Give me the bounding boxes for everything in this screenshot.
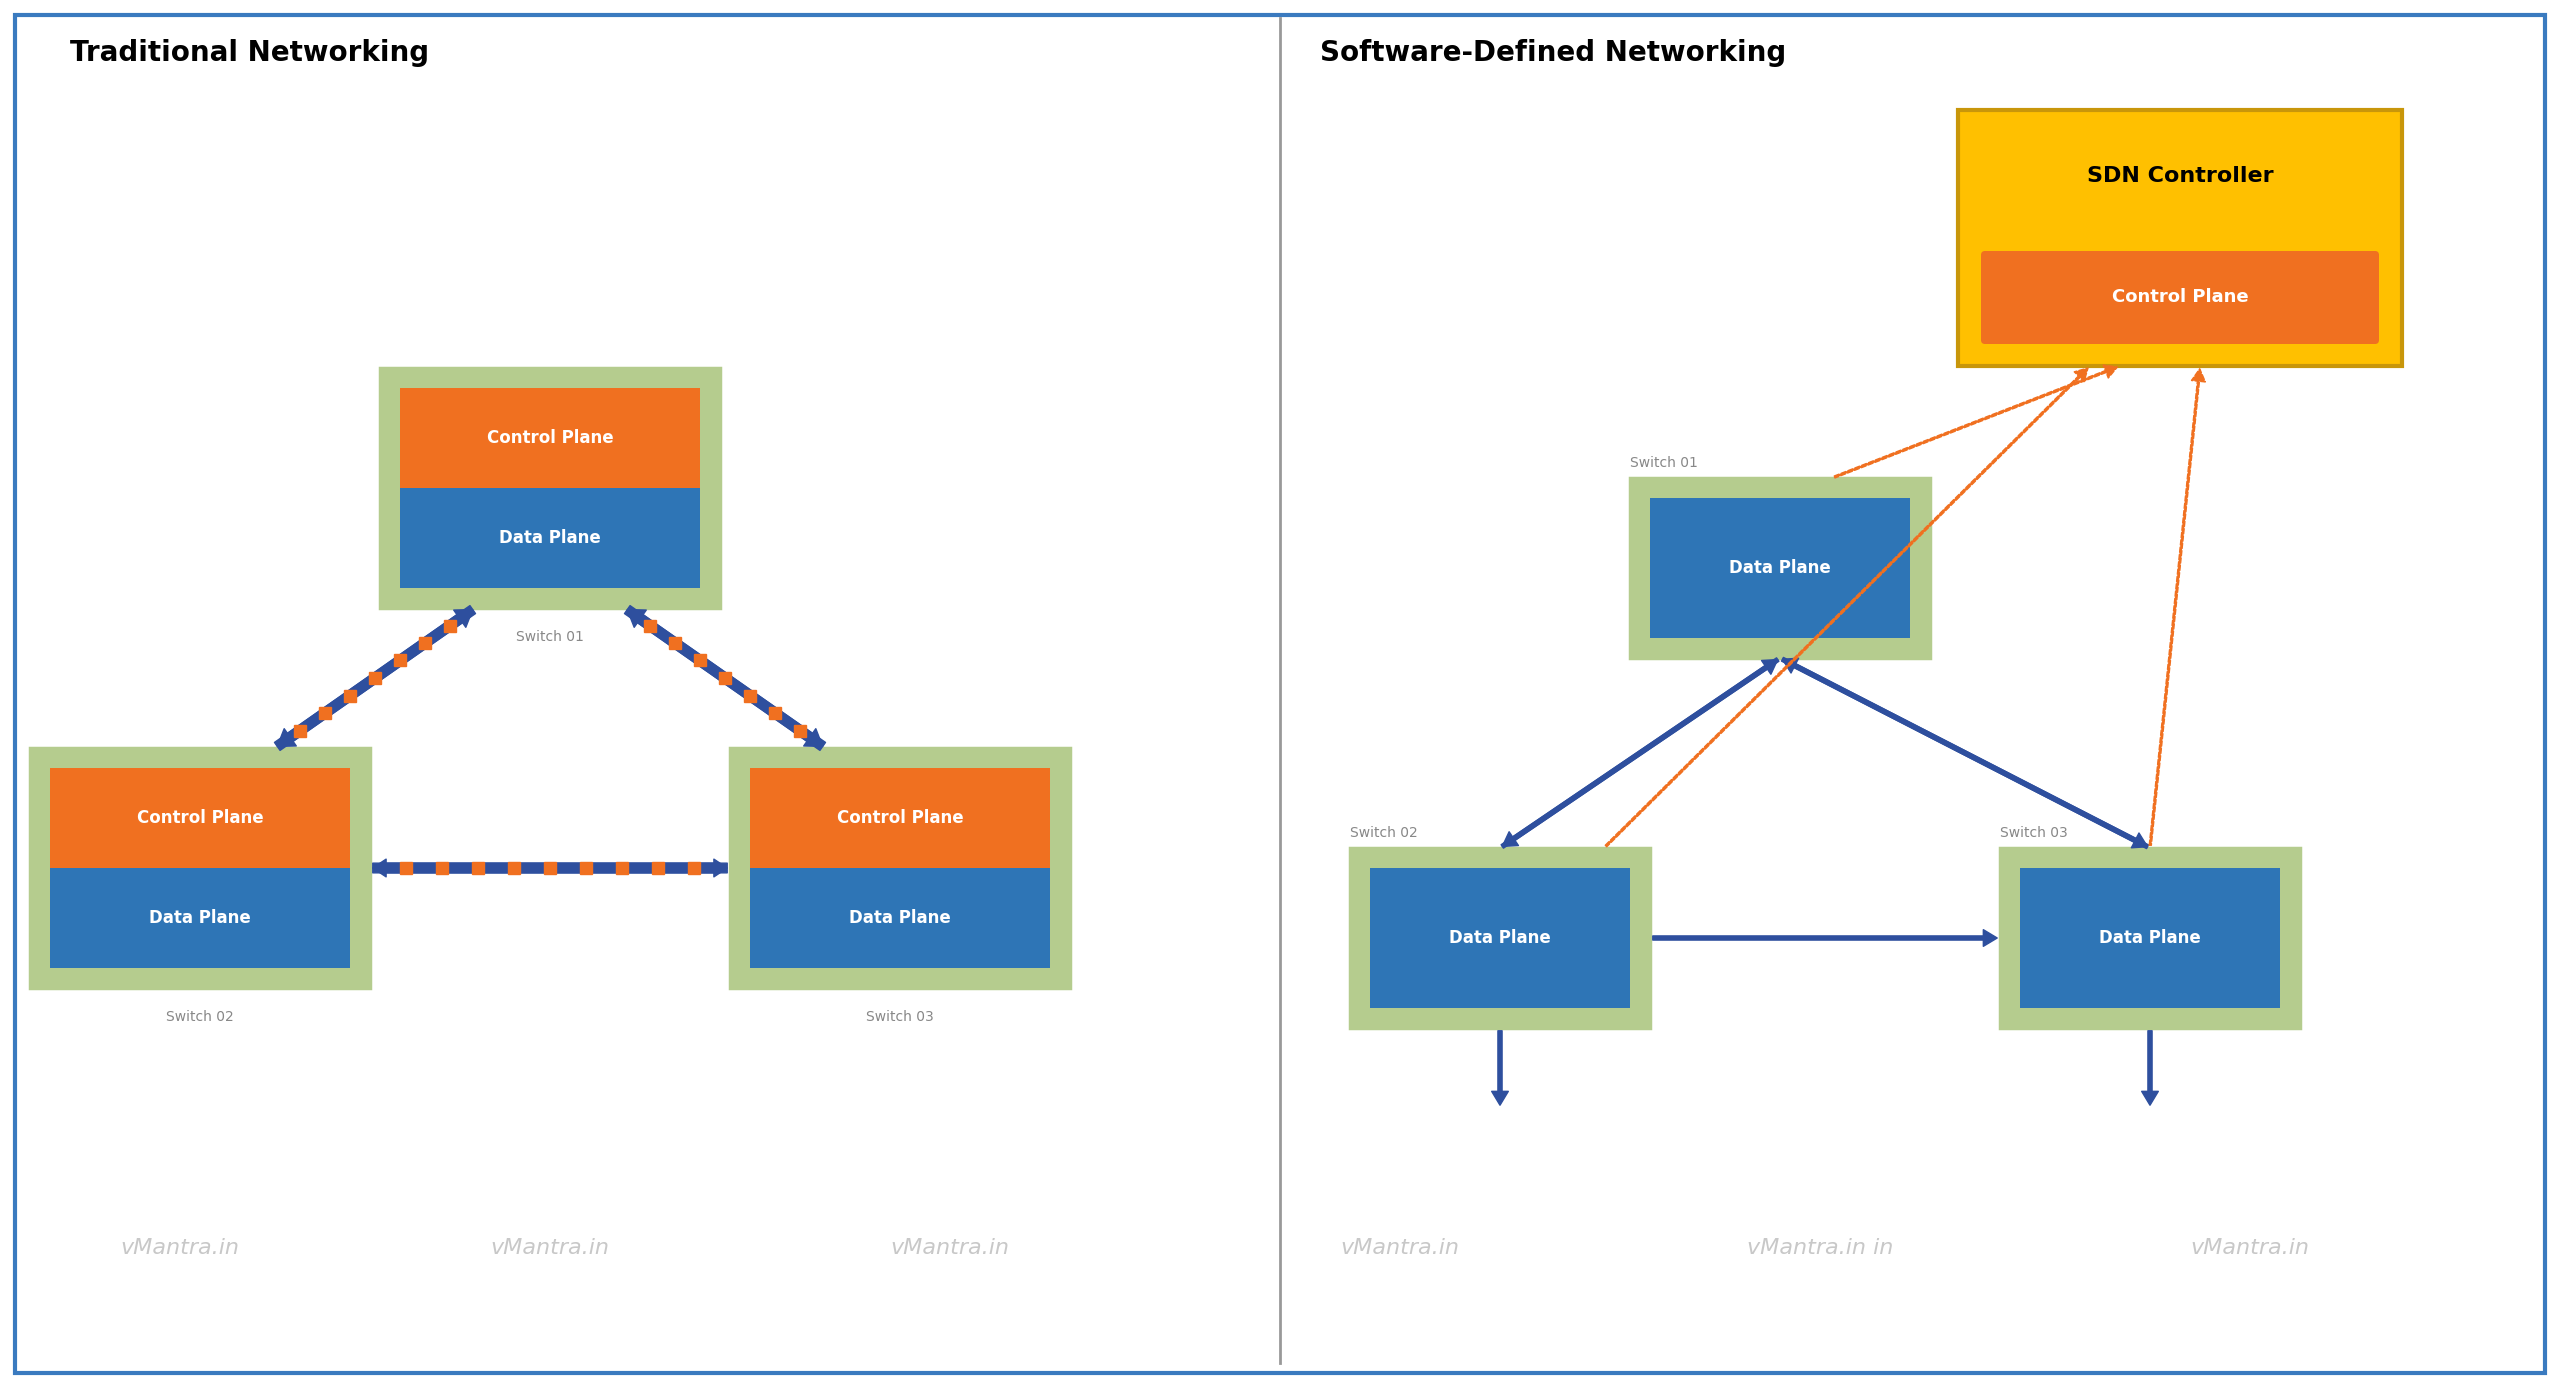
FancyBboxPatch shape xyxy=(51,868,351,967)
Bar xyxy=(719,672,732,684)
Bar xyxy=(645,619,655,632)
FancyBboxPatch shape xyxy=(2020,868,2281,1008)
Text: vMantra.in: vMantra.in xyxy=(1341,1238,1459,1258)
Bar xyxy=(768,706,781,719)
Bar xyxy=(689,862,699,874)
Bar xyxy=(507,862,520,874)
FancyBboxPatch shape xyxy=(1631,477,1930,658)
Text: Data Plane: Data Plane xyxy=(850,909,950,927)
Text: Switch 01: Switch 01 xyxy=(517,630,584,644)
FancyBboxPatch shape xyxy=(15,15,2545,1373)
Text: vMantra.in: vMantra.in xyxy=(120,1238,241,1258)
Bar xyxy=(545,862,556,874)
Text: vMantra.in: vMantra.in xyxy=(492,1238,609,1258)
Bar xyxy=(435,862,448,874)
Bar xyxy=(369,672,381,684)
FancyBboxPatch shape xyxy=(1981,251,2378,344)
Bar xyxy=(617,862,627,874)
Bar xyxy=(471,862,484,874)
Bar xyxy=(343,690,356,701)
Text: Switch 03: Switch 03 xyxy=(865,1010,934,1024)
FancyBboxPatch shape xyxy=(379,368,719,608)
Text: Data Plane: Data Plane xyxy=(1728,559,1830,577)
Text: Data Plane: Data Plane xyxy=(148,909,251,927)
Bar xyxy=(694,655,707,666)
Bar xyxy=(320,706,330,719)
Text: vMantra.in: vMantra.in xyxy=(891,1238,1009,1258)
Text: Control Plane: Control Plane xyxy=(2112,289,2248,307)
FancyBboxPatch shape xyxy=(51,768,351,868)
FancyBboxPatch shape xyxy=(1651,498,1910,638)
FancyBboxPatch shape xyxy=(399,489,699,589)
FancyBboxPatch shape xyxy=(1370,868,1631,1008)
FancyBboxPatch shape xyxy=(750,868,1050,967)
Text: Control Plane: Control Plane xyxy=(486,429,614,447)
FancyBboxPatch shape xyxy=(750,768,1050,868)
Text: Software-Defined Networking: Software-Defined Networking xyxy=(1321,39,1787,67)
FancyBboxPatch shape xyxy=(399,389,699,489)
Text: SDN Controller: SDN Controller xyxy=(2086,167,2273,186)
Text: vMantra.in in: vMantra.in in xyxy=(1746,1238,1894,1258)
Text: Switch 01: Switch 01 xyxy=(1631,457,1697,471)
Text: Switch 02: Switch 02 xyxy=(166,1010,233,1024)
Text: vMantra.in: vMantra.in xyxy=(2191,1238,2309,1258)
Text: Switch 03: Switch 03 xyxy=(1999,826,2068,840)
Text: Control Plane: Control Plane xyxy=(837,809,963,827)
Bar xyxy=(581,862,591,874)
Text: Data Plane: Data Plane xyxy=(2099,929,2202,947)
FancyBboxPatch shape xyxy=(1999,848,2299,1029)
Bar xyxy=(653,862,663,874)
Bar xyxy=(443,619,456,632)
Bar xyxy=(794,725,806,737)
FancyBboxPatch shape xyxy=(1958,110,2401,366)
Text: Data Plane: Data Plane xyxy=(499,529,602,547)
Text: Control Plane: Control Plane xyxy=(136,809,264,827)
Text: Traditional Networking: Traditional Networking xyxy=(69,39,430,67)
Text: Data Plane: Data Plane xyxy=(1449,929,1551,947)
FancyBboxPatch shape xyxy=(730,748,1070,988)
FancyBboxPatch shape xyxy=(1349,848,1651,1029)
Bar xyxy=(420,637,430,650)
Bar xyxy=(394,655,407,666)
Bar xyxy=(294,725,307,737)
FancyBboxPatch shape xyxy=(31,748,371,988)
Bar xyxy=(399,862,412,874)
Bar xyxy=(745,690,755,701)
Text: Switch 02: Switch 02 xyxy=(1349,826,1418,840)
Bar xyxy=(668,637,681,650)
